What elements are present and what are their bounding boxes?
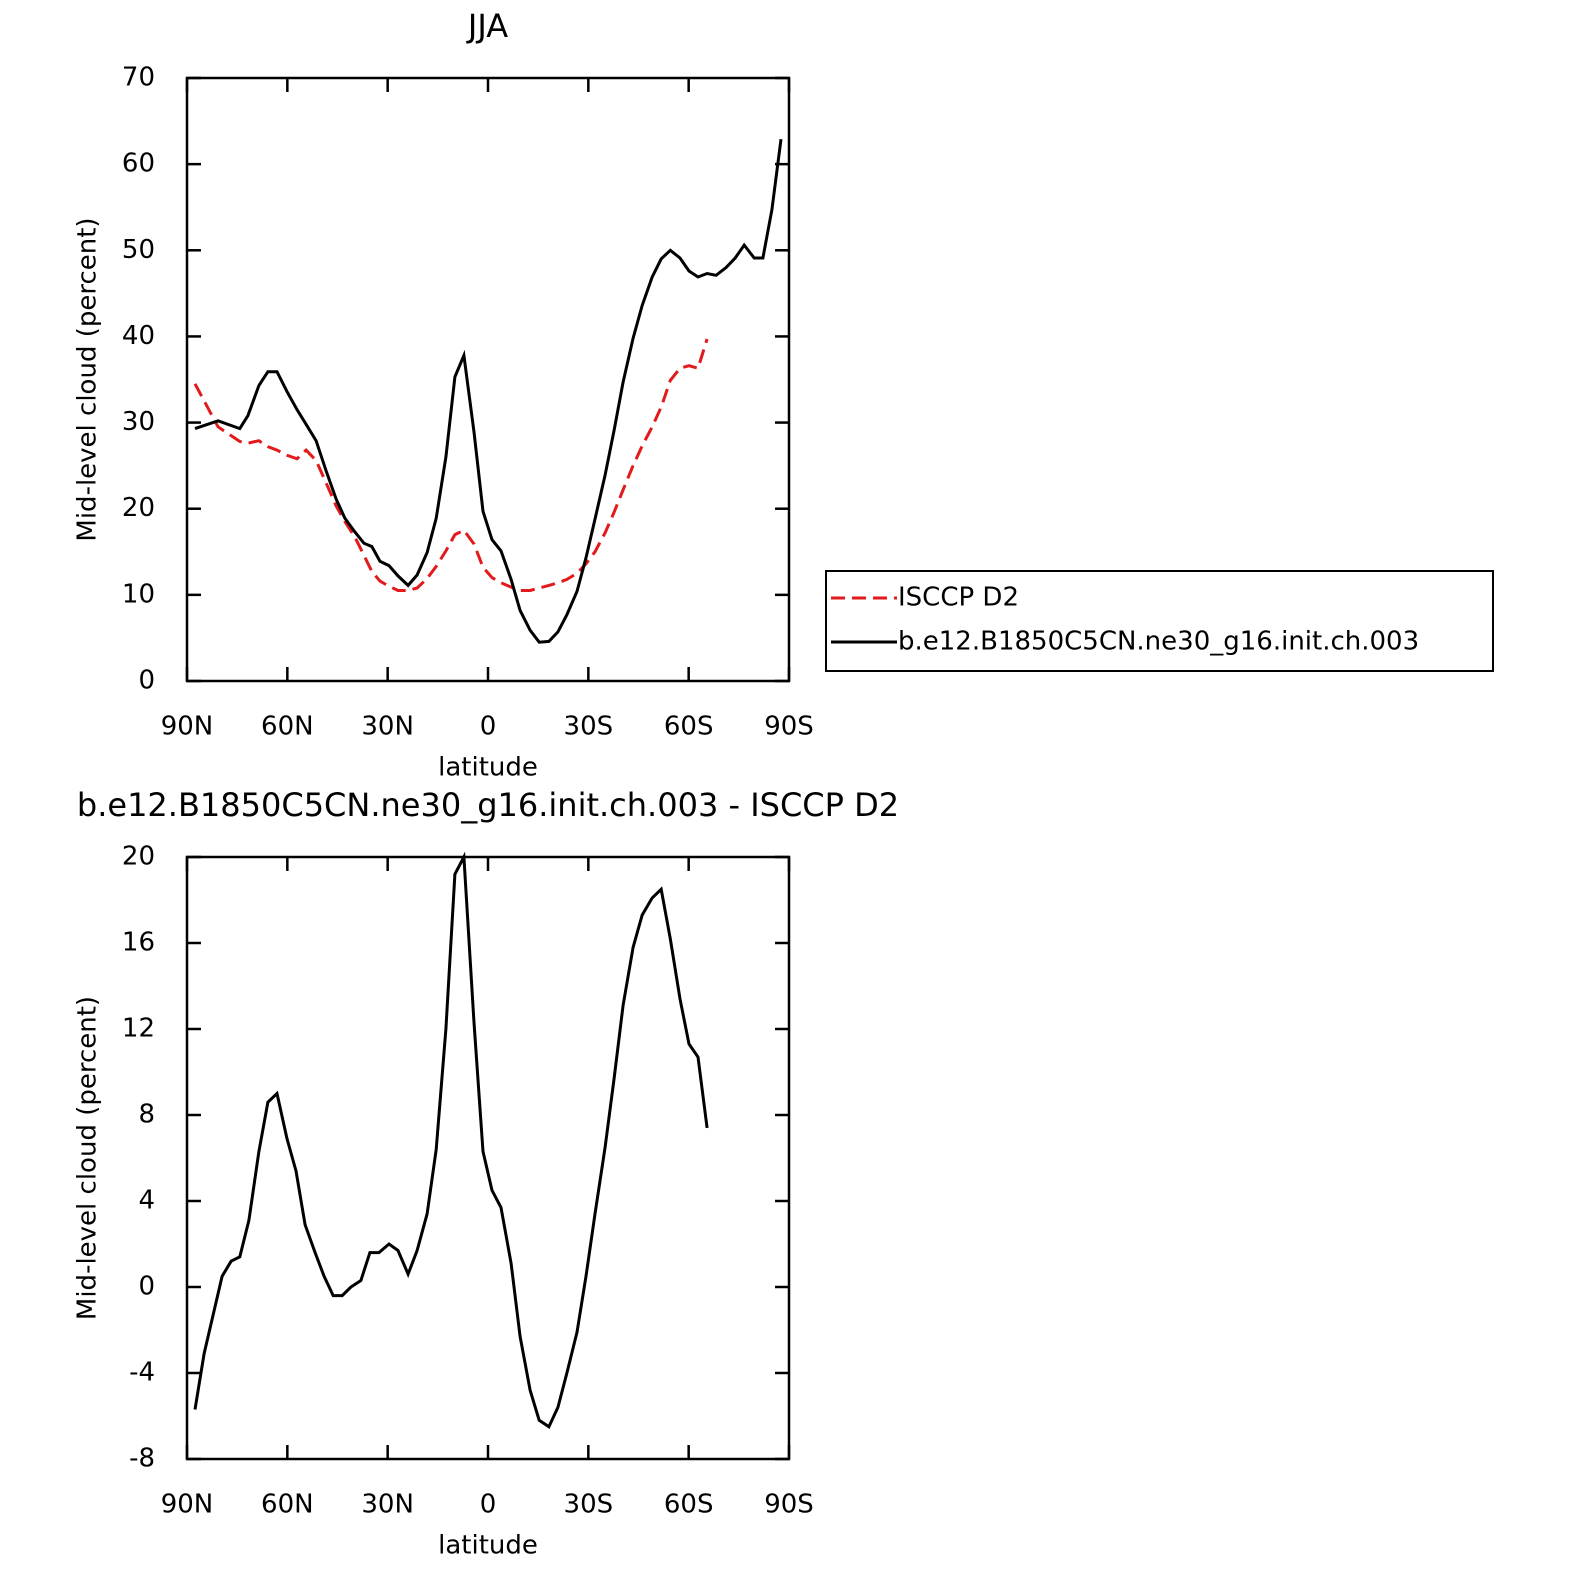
y-axis-label: Mid-level cloud (percent) — [73, 217, 103, 541]
y-tick-label: 60 — [122, 149, 155, 179]
chart-title: JJA — [466, 7, 508, 45]
x-tick-label: 30N — [361, 712, 414, 742]
y-tick-label: 10 — [122, 579, 155, 609]
y-tick-label: -4 — [129, 1358, 155, 1388]
x-axis-label: latitude — [438, 1531, 538, 1561]
plot-frame — [185, 76, 791, 683]
x-tick-label: 0 — [480, 712, 497, 742]
y-tick-label: 50 — [122, 235, 155, 265]
x-tick-label: 60N — [261, 712, 314, 742]
y-tick-label: 0 — [138, 1272, 155, 1302]
y-tick-label: 12 — [122, 1014, 155, 1044]
data-line — [193, 851, 709, 1430]
x-tick-label: 30N — [361, 1490, 414, 1520]
legend-label: b.e12.B1850C5CN.ne30_g16.init.ch.003 — [898, 627, 1419, 657]
x-tick-label: 60S — [664, 1490, 714, 1520]
plot-frame — [185, 855, 791, 1461]
y-tick-label: 0 — [138, 666, 155, 696]
x-tick-label: 90N — [161, 712, 214, 742]
y-tick-label: 40 — [122, 321, 155, 351]
y-tick-label: 4 — [138, 1186, 155, 1216]
x-tick-label: 0 — [480, 1490, 497, 1520]
x-tick-label: 30S — [564, 1490, 614, 1520]
x-tick-label: 90S — [764, 712, 814, 742]
x-tick-label: 90N — [161, 1490, 214, 1520]
x-tick-label: 90S — [764, 1490, 814, 1520]
y-tick-label: 8 — [138, 1100, 155, 1130]
x-tick-label: 60S — [664, 712, 714, 742]
y-tick-label: 16 — [122, 928, 155, 958]
y-axis-label: Mid-level cloud (percent) — [73, 996, 103, 1320]
chart-title: b.e12.B1850C5CN.ne30_g16.init.ch.003 - I… — [77, 786, 899, 824]
x-tick-label: 30S — [564, 712, 614, 742]
y-tick-label: 70 — [122, 63, 155, 93]
x-tick-label: 60N — [261, 1490, 314, 1520]
y-tick-label: 20 — [122, 493, 155, 523]
x-axis-label: latitude — [438, 753, 538, 783]
legend-label: ISCCP D2 — [898, 583, 1019, 613]
y-tick-label: 30 — [122, 407, 155, 437]
data-line — [193, 338, 709, 592]
y-tick-label: -8 — [129, 1444, 155, 1474]
data-line — [194, 139, 783, 644]
y-tick-label: 20 — [122, 842, 155, 872]
legend-box — [825, 570, 1494, 672]
